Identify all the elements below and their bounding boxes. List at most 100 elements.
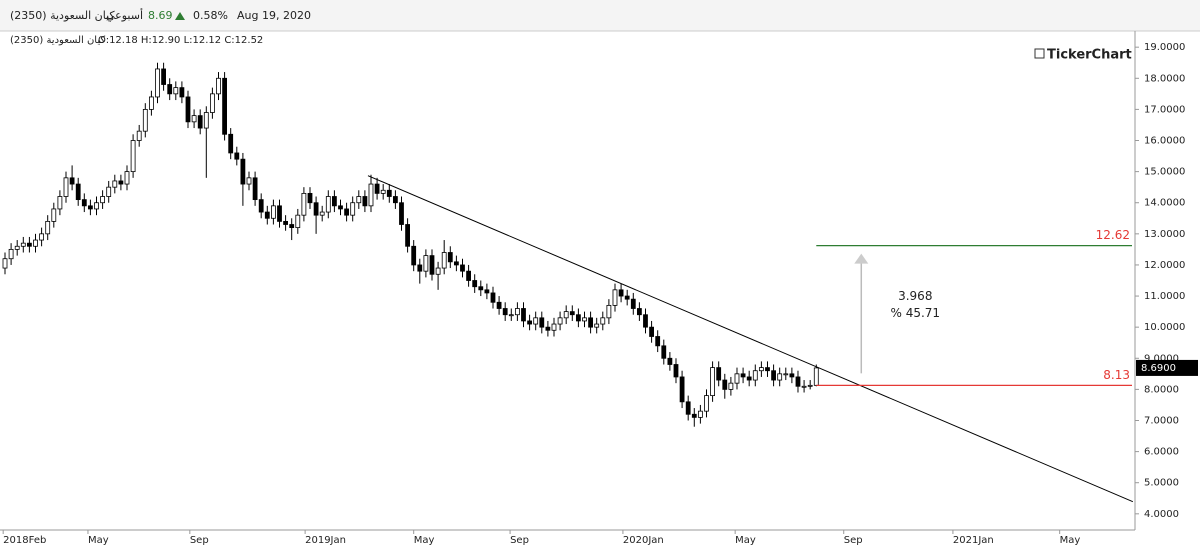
candle-body bbox=[8, 248, 14, 260]
candle-body bbox=[801, 385, 807, 388]
candle-body bbox=[301, 192, 307, 216]
price: 8.69 bbox=[148, 9, 173, 22]
candle-body bbox=[691, 413, 697, 418]
candle-body bbox=[45, 220, 51, 235]
candle-body bbox=[167, 84, 173, 95]
candle-body bbox=[405, 224, 410, 247]
candle-body bbox=[277, 205, 282, 222]
x-tick-label: May bbox=[1060, 535, 1081, 546]
y-tick-label: 7.0000 bbox=[1144, 415, 1179, 426]
candle-body bbox=[545, 326, 551, 331]
candle-body bbox=[508, 314, 514, 317]
level-label: 12.62 bbox=[1096, 228, 1130, 242]
ohlc-text: O:12.18 H:12.90 L:12.12 C:12.52 bbox=[98, 35, 263, 46]
candle-body bbox=[75, 183, 81, 201]
date: Aug 19, 2020 bbox=[237, 9, 311, 22]
watermark-icon bbox=[1034, 48, 1045, 59]
candle-body bbox=[179, 87, 185, 98]
x-tick-label: 2020Jan bbox=[623, 535, 664, 546]
candle-body bbox=[606, 304, 612, 319]
candle-body bbox=[783, 373, 789, 376]
legend-name: كيان السعودية (2350) bbox=[10, 35, 105, 46]
change: 0.58% bbox=[193, 9, 228, 22]
candle-body bbox=[527, 320, 532, 325]
candle-body bbox=[496, 301, 502, 309]
candle-body bbox=[258, 199, 264, 213]
candle-body bbox=[795, 376, 801, 387]
candle-body bbox=[624, 295, 630, 300]
candle-body bbox=[81, 199, 87, 207]
candle-body bbox=[777, 373, 783, 381]
x-tick-label: 2019Jan bbox=[305, 535, 346, 546]
candle-body bbox=[435, 267, 441, 275]
candle-body bbox=[551, 323, 557, 331]
candle-body bbox=[771, 370, 776, 381]
candle-body bbox=[246, 177, 252, 185]
y-tick-label: 19.0000 bbox=[1144, 42, 1185, 53]
candle-body bbox=[51, 208, 57, 222]
candle-body bbox=[575, 314, 581, 322]
candle-body bbox=[655, 336, 661, 347]
candle-body bbox=[557, 317, 563, 325]
candle-body bbox=[14, 245, 20, 250]
candle-body bbox=[319, 211, 325, 216]
candle-body bbox=[697, 410, 703, 418]
candle-body bbox=[234, 152, 240, 160]
candle-body bbox=[502, 308, 508, 316]
candle-body bbox=[386, 189, 392, 197]
candle-body bbox=[362, 196, 368, 207]
measure-arrowhead bbox=[854, 253, 869, 264]
candle-body bbox=[765, 367, 770, 372]
y-tick-label: 5.0000 bbox=[1144, 478, 1179, 489]
candle-body bbox=[100, 196, 105, 204]
candle-body bbox=[478, 286, 484, 291]
x-tick-label: May bbox=[88, 535, 109, 546]
last-price-box bbox=[1136, 359, 1198, 376]
candle-body bbox=[289, 224, 295, 229]
candle-body bbox=[161, 68, 166, 85]
candle-body bbox=[27, 242, 32, 247]
candle-body bbox=[325, 196, 331, 213]
candle-body bbox=[392, 196, 398, 204]
candle-body bbox=[453, 261, 459, 266]
candle-body bbox=[264, 211, 270, 219]
candle-body bbox=[313, 202, 319, 216]
candle-body bbox=[356, 196, 362, 204]
y-tick-label: 10.0000 bbox=[1144, 322, 1185, 333]
candle-body bbox=[710, 367, 715, 397]
y-tick-label: 17.0000 bbox=[1144, 104, 1185, 115]
candle-body bbox=[447, 252, 453, 263]
candle-body bbox=[582, 317, 587, 322]
y-tick-label: 15.0000 bbox=[1144, 167, 1185, 178]
candle-body bbox=[722, 379, 728, 390]
candle-body bbox=[484, 289, 490, 294]
candle-body bbox=[533, 317, 539, 325]
candle-body bbox=[667, 357, 673, 365]
candle-body bbox=[112, 180, 118, 188]
candle-body bbox=[411, 245, 417, 266]
candle-body bbox=[643, 314, 648, 328]
last-price-label: 8.6900 bbox=[1141, 363, 1176, 374]
candle-body bbox=[807, 384, 813, 387]
y-tick-label: 8.0000 bbox=[1144, 384, 1179, 395]
watermark: TickerChart bbox=[1047, 48, 1132, 63]
y-tick-label: 14.0000 bbox=[1144, 198, 1185, 209]
candle-body bbox=[124, 171, 130, 185]
candle-body bbox=[514, 308, 520, 316]
candle-body bbox=[20, 242, 26, 247]
candle-body bbox=[106, 186, 112, 197]
header-bar bbox=[0, 0, 1200, 31]
candle-body bbox=[429, 255, 435, 275]
candle-body bbox=[740, 373, 746, 378]
candle-body bbox=[118, 180, 124, 185]
candle-body bbox=[600, 317, 606, 325]
candle-body bbox=[789, 373, 795, 378]
candle-body bbox=[368, 183, 374, 207]
ticker-name: كيان السعودية (2350) bbox=[10, 9, 115, 22]
trendline bbox=[367, 175, 1134, 503]
y-tick-label: 16.0000 bbox=[1144, 136, 1185, 147]
candle-body bbox=[130, 140, 136, 173]
candle-body bbox=[252, 177, 258, 201]
